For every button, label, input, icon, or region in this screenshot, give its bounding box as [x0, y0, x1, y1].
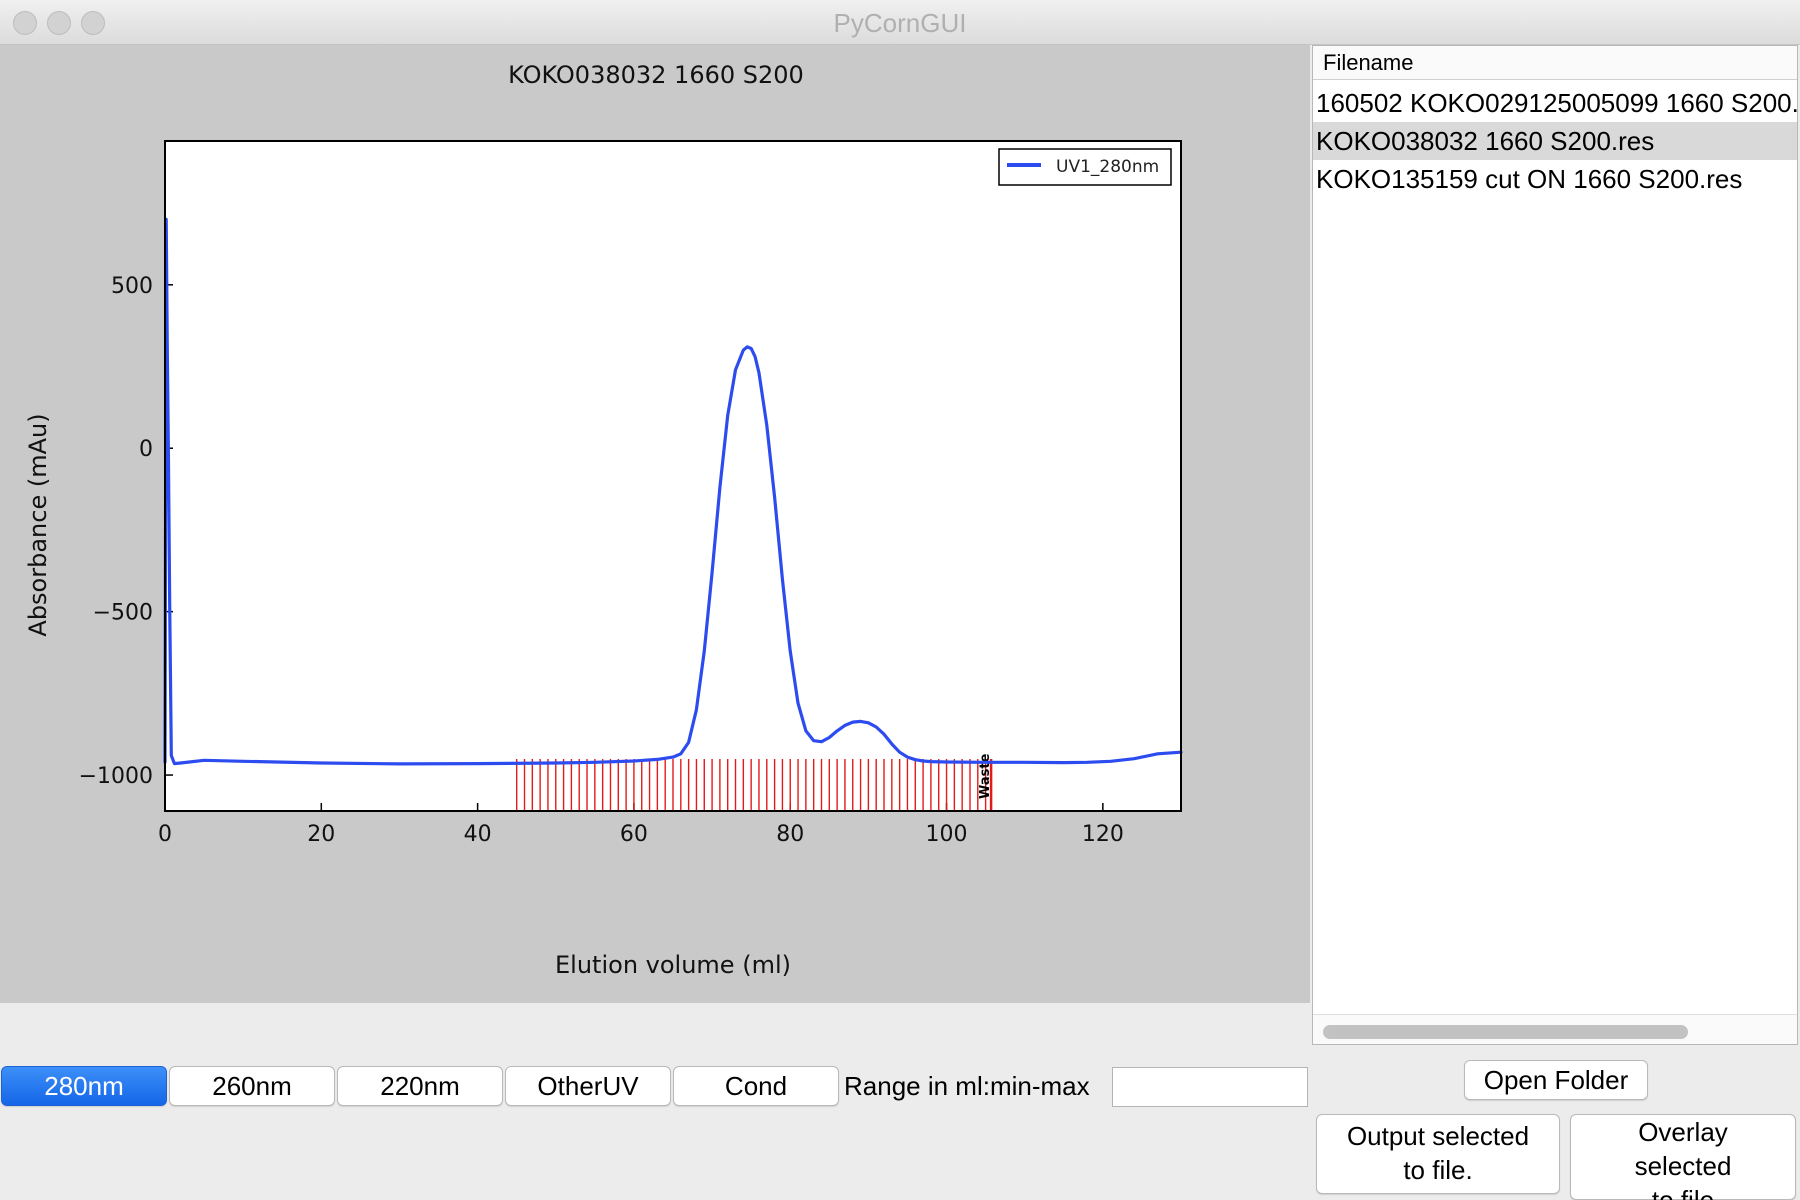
- file-list[interactable]: Filename 160502 KOKO029125005099 1660 S2…: [1312, 45, 1798, 1045]
- chart-title: KOKO038032 1660 S200: [508, 61, 804, 89]
- uv-220nm-button[interactable]: 220nm: [337, 1066, 503, 1106]
- horizontal-scrollbar[interactable]: [1313, 1014, 1797, 1044]
- file-row[interactable]: KOKO135159 cut ON 1660 S200.res: [1313, 160, 1797, 198]
- plot-frame: [164, 140, 1182, 812]
- open-folder-button[interactable]: Open Folder: [1464, 1060, 1648, 1100]
- file-row-selected[interactable]: KOKO038032 1660 S200.res: [1313, 122, 1797, 160]
- x-tick-label: 80: [776, 822, 804, 847]
- x-tick-label: 120: [1082, 822, 1124, 847]
- waste-marker-label: Waste: [978, 753, 993, 799]
- file-row[interactable]: 160502 KOKO029125005099 1660 S200.res: [1313, 84, 1797, 122]
- uv-280nm-trace: [163, 217, 1183, 766]
- y-tick-label: 0: [139, 437, 153, 462]
- x-axis: 0 20 40 60 80 100 120: [158, 803, 1124, 847]
- x-tick-label: 0: [158, 822, 172, 847]
- x-axis-label: Elution volume (ml): [555, 951, 791, 979]
- range-label: Range in ml:min-max: [844, 1071, 1090, 1101]
- range-input[interactable]: [1112, 1067, 1308, 1107]
- x-tick-label: 40: [464, 822, 492, 847]
- legend-label: UV1_280nm: [1056, 157, 1159, 177]
- y-axis: 500 0 −500 −1000: [79, 274, 173, 789]
- fraction-markers: Waste: [515, 753, 993, 811]
- y-tick-label: 500: [111, 274, 153, 299]
- plot-area: [165, 141, 1181, 811]
- conductivity-button[interactable]: Cond: [673, 1066, 839, 1106]
- chromatogram-chart: KOKO038032 1660 S200 0 20 40 60 80 100 120 500…: [24, 61, 1183, 979]
- y-tick-label: −1000: [79, 764, 153, 789]
- file-name: KOKO038032 1660 S200.res: [1316, 126, 1655, 156]
- file-name: 160502 KOKO029125005099 1660 S200.res: [1316, 88, 1798, 118]
- x-tick-label: 60: [620, 822, 648, 847]
- other-uv-button[interactable]: OtherUV: [505, 1066, 671, 1106]
- uv-280nm-button[interactable]: 280nm: [1, 1066, 167, 1106]
- y-axis-label: Absorbance (mAu): [24, 413, 52, 636]
- x-tick-label: 20: [307, 822, 335, 847]
- close-window-button[interactable]: [13, 11, 37, 35]
- zoom-window-button[interactable]: [81, 11, 105, 35]
- minimize-window-button[interactable]: [47, 11, 71, 35]
- output-selected-button[interactable]: Output selected to file.: [1316, 1114, 1560, 1194]
- x-tick-label: 100: [926, 822, 968, 847]
- overlay-selected-button[interactable]: Overlay selected to file: [1570, 1114, 1796, 1200]
- scrollbar-thumb[interactable]: [1323, 1025, 1688, 1039]
- traces: [163, 217, 1183, 766]
- file-name: KOKO135159 cut ON 1660 S200.res: [1316, 164, 1743, 194]
- title-bar: PyCornGUI: [0, 0, 1800, 45]
- window-title: PyCornGUI: [833, 8, 967, 38]
- filename-column-header[interactable]: Filename: [1313, 46, 1797, 80]
- uv-260nm-button[interactable]: 260nm: [169, 1066, 335, 1106]
- legend: UV1_280nm: [998, 148, 1172, 186]
- y-tick-label: −500: [93, 601, 153, 626]
- plot-panel: KOKO038032 1660 S200 0 20 40 60 80 100 120 500…: [0, 45, 1310, 1003]
